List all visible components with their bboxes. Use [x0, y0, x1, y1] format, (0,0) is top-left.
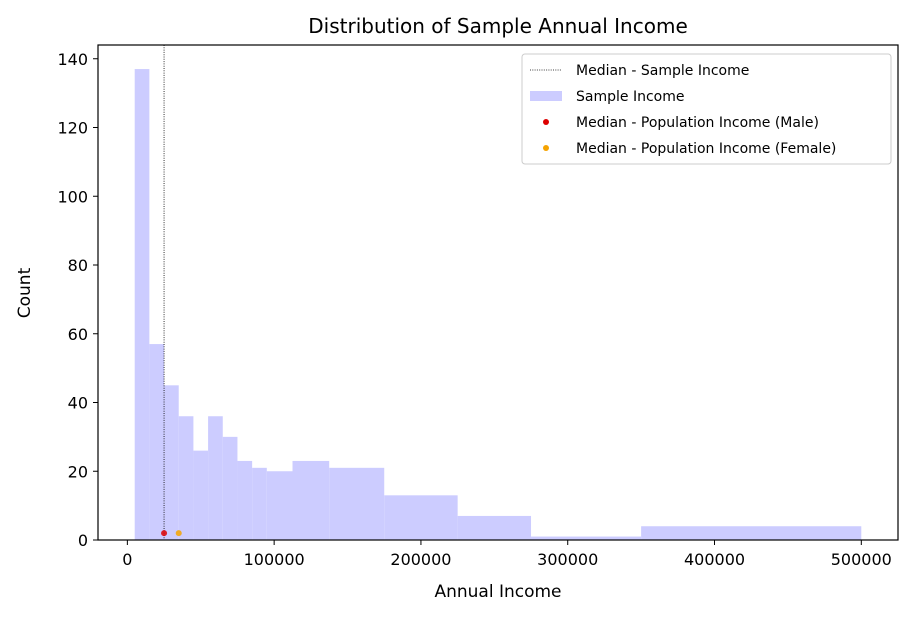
- histogram-bar: [178, 416, 194, 540]
- x-tick-label: 400000: [684, 550, 745, 569]
- y-tick-label: 40: [68, 394, 88, 413]
- histogram-bar: [164, 385, 179, 540]
- legend-swatch-patch: [530, 91, 562, 101]
- histogram-bar: [134, 69, 150, 540]
- legend-entry-label: Median - Population Income (Male): [576, 115, 819, 131]
- histogram-bar: [292, 460, 330, 540]
- axes-frame: [97, 44, 899, 541]
- histogram-bar: [266, 471, 293, 540]
- x-tick-label: 500000: [831, 550, 892, 569]
- legend-entry-label: Median - Sample Income: [576, 63, 749, 79]
- y-tick-label: 140: [57, 50, 88, 69]
- plot-area: [134, 45, 862, 540]
- histogram-bar: [252, 467, 267, 540]
- y-tick-label: 20: [68, 462, 88, 481]
- histogram-bar: [384, 495, 458, 540]
- x-tick-label: 0: [122, 550, 132, 569]
- y-tick-label: 60: [68, 325, 88, 344]
- histogram-bar: [149, 344, 165, 540]
- histogram-bar: [329, 467, 385, 540]
- y-axis-label: Count: [15, 267, 35, 318]
- y-tick-label: 80: [68, 256, 88, 275]
- histogram-bar: [208, 416, 223, 540]
- legend-box: [521, 53, 892, 165]
- x-tick-label: 300000: [537, 550, 598, 569]
- legend-entry-label: Median - Population Income (Female): [576, 141, 836, 157]
- y-tick-label: 0: [78, 531, 88, 550]
- chart-title: Distribution of Sample Annual Income: [308, 14, 688, 38]
- histogram-bar: [641, 526, 862, 540]
- y-tick-label: 100: [57, 187, 88, 206]
- histogram-bar: [237, 460, 253, 540]
- legend-swatch-dot: [543, 119, 549, 125]
- x-axis-label: Annual Income: [434, 582, 561, 602]
- histogram-bar: [457, 515, 532, 540]
- legend-entry-label: Sample Income: [576, 89, 684, 105]
- x-tick-label: 200000: [390, 550, 451, 569]
- legend: Median - Sample Income Sample Income Media…: [521, 53, 892, 165]
- histogram-bar: [193, 450, 209, 540]
- axes: 0 100000 200000 300000 400000 500000 0 20 40 60 80…: [57, 44, 899, 569]
- median-female-point: [175, 530, 182, 537]
- histogram-bar: [222, 436, 238, 540]
- median-male-point: [161, 530, 168, 537]
- legend-swatch-dot: [543, 145, 549, 151]
- y-tick-label: 120: [57, 119, 88, 138]
- histogram-bar: [531, 536, 642, 540]
- x-tick-label: 100000: [244, 550, 305, 569]
